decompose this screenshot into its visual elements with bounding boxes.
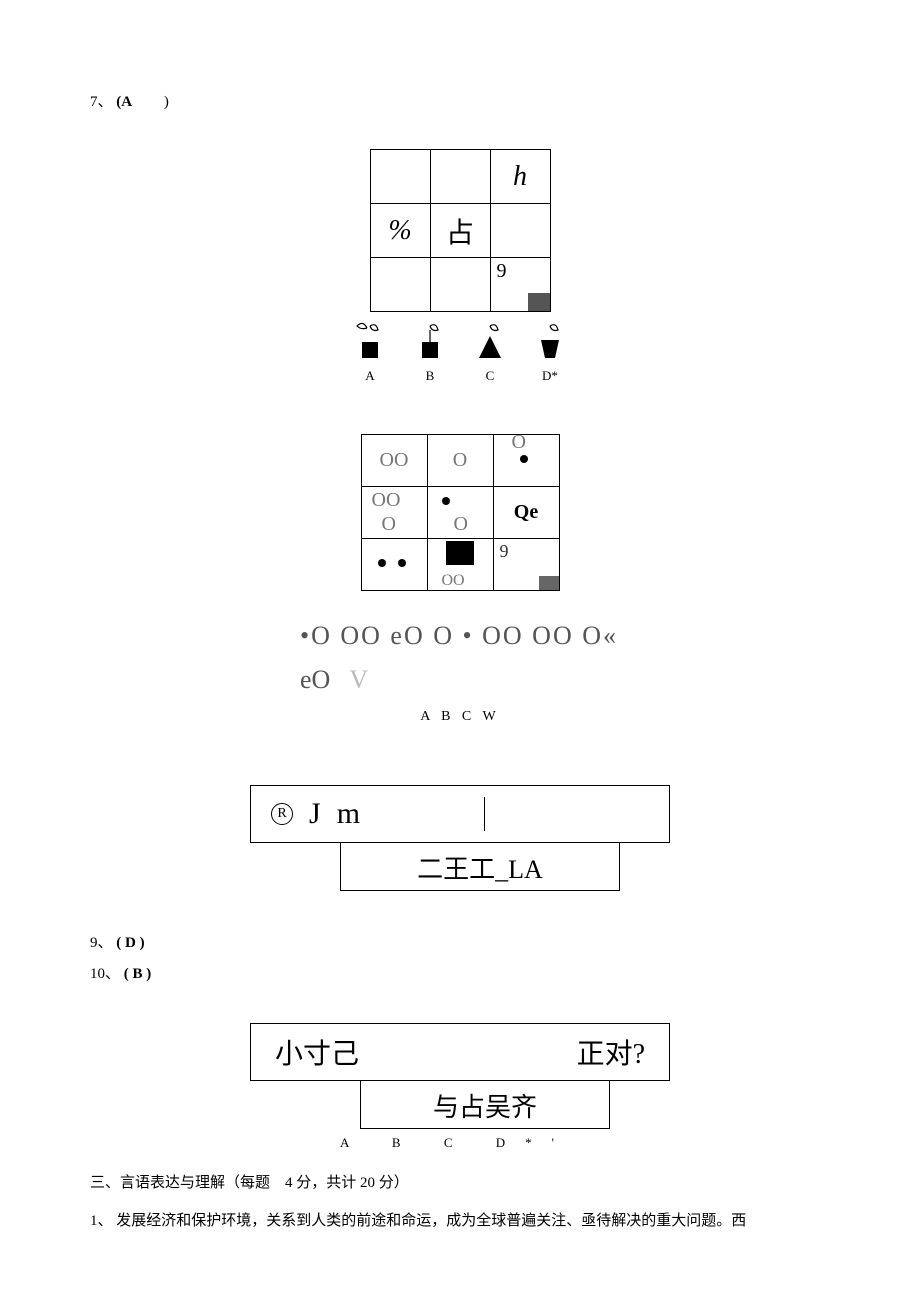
g2-r0c1: O: [427, 435, 493, 487]
q9-answer: ( D ): [116, 935, 144, 951]
g2-r0c2-o: O: [512, 431, 526, 454]
q10-answer: ( B ): [124, 966, 152, 982]
dot-icon: [398, 559, 406, 567]
bot-top-row: 小寸己 正对?: [250, 1023, 670, 1081]
grid1-zhan: 占: [430, 204, 490, 258]
grid-1: h % 占 9: [370, 149, 551, 312]
circle-r-icon: R: [271, 803, 293, 825]
figure-1: h % 占 9 A B C D*: [90, 129, 830, 591]
grid1-percent: %: [370, 204, 430, 258]
jm-figure: R J m 二王工_LA: [250, 785, 670, 891]
q7-num: 7、: [90, 94, 113, 110]
bottom-figure: 小寸己 正对? 与占吴齐: [250, 1023, 670, 1129]
grid1-h: h: [490, 150, 550, 204]
g2-r2c0: [361, 539, 427, 591]
answer-list: 9、 ( D ) 10、 ( B ): [90, 931, 830, 983]
g2-r1c0-bot: O: [382, 513, 396, 536]
g2-r1c0: OOO: [361, 487, 427, 539]
abcw-label: A B C W: [90, 709, 830, 725]
plant-b-label: B: [426, 368, 435, 384]
section-3-q1: 1、 发展经济和保护环境，关系到人类的前途和命运，成为全球普遍关注、亟待解决的重…: [90, 1210, 830, 1233]
plant-c-label: C: [486, 368, 495, 384]
q7-close: ): [164, 94, 169, 110]
g2-r1c2: Qe: [493, 487, 559, 539]
dot-icon: [442, 497, 450, 505]
orow2-eo: eO: [300, 665, 330, 694]
grid1-square: [528, 293, 550, 311]
g2-r2c2-num: 9: [500, 541, 509, 562]
jm-seg1: R J m: [251, 797, 485, 831]
g2-r1c1-o: O: [454, 513, 468, 536]
plant-a-label: A: [365, 368, 374, 384]
bot-right: 正对?: [577, 1032, 645, 1072]
grid1-nine: 9: [490, 258, 550, 312]
plant-a: A: [353, 322, 387, 384]
bot-below: 与占吴齐: [360, 1081, 610, 1129]
section-3-heading: 三、言语表达与理解（每题 4 分，共计 20 分）: [90, 1171, 830, 1192]
jm-top-row: R J m: [250, 785, 670, 843]
grey-square-icon: [539, 576, 559, 590]
jm-j: J: [309, 797, 321, 831]
orow2-v: V: [349, 665, 368, 694]
q9-num: 9、: [90, 935, 113, 951]
question-10: 10、 ( B ): [90, 962, 830, 983]
g2-r1c0-top: OO: [372, 489, 401, 512]
o-sequence-1: •O OO eO O • OO OO O«: [300, 621, 830, 651]
jm-m: m: [337, 797, 360, 831]
g2-r0c0: OO: [361, 435, 427, 487]
plant-d-label: D*: [542, 368, 558, 384]
black-square-icon: [446, 541, 474, 565]
plant-row: A B C D*: [353, 322, 567, 384]
plant-c: C: [473, 322, 507, 384]
abcd-labels: A B C D*': [340, 1135, 830, 1151]
g2-r2c2: 9: [493, 539, 559, 591]
g2-r2c1: OO: [427, 539, 493, 591]
g2-r0c2: O: [493, 435, 559, 487]
bot-left: 小寸己: [275, 1032, 359, 1072]
grid-2: OO O O OOO O Qe OO 9: [361, 434, 560, 591]
dot-icon: [378, 559, 386, 567]
plant-d: D*: [533, 322, 567, 384]
o-sequence-2: eO V: [300, 665, 830, 695]
jm-bottom: 二王工_LA: [340, 843, 620, 891]
plant-b: B: [413, 322, 447, 384]
dot-icon: [520, 455, 528, 463]
q10-num: 10、: [90, 966, 120, 982]
g2-r1c1: O: [427, 487, 493, 539]
question-7: 7、 (A ): [90, 90, 830, 111]
g2-r2c1-oo: OO: [442, 572, 465, 590]
q7-answer: (A: [116, 94, 132, 110]
question-9: 9、 ( D ): [90, 931, 830, 952]
grid1-nine-text: 9: [497, 260, 507, 282]
